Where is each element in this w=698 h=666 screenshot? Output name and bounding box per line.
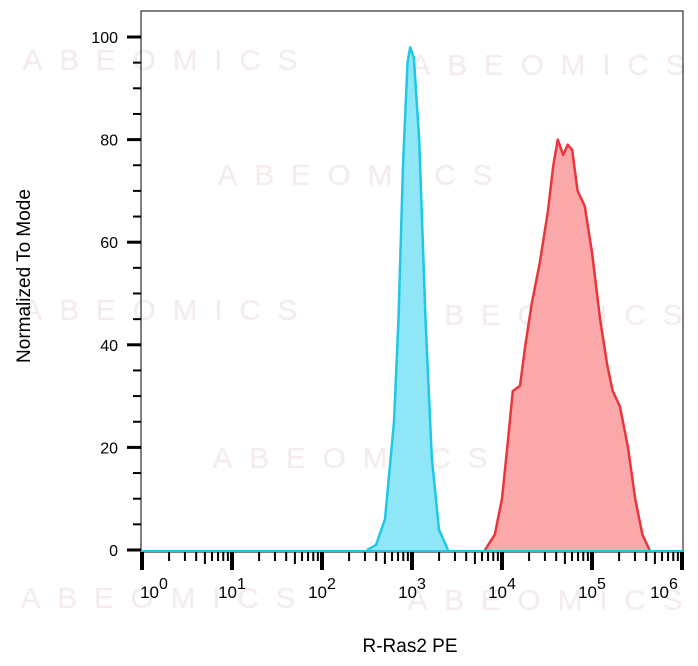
y-tick-label: 20 <box>100 440 118 457</box>
x-tick-label: 101 <box>218 576 246 602</box>
y-tick-label: 100 <box>91 30 118 47</box>
y-tick-label: 40 <box>100 338 118 355</box>
series-0-line <box>366 46 450 552</box>
y-tick-label: 60 <box>100 235 118 252</box>
series-0-fill <box>367 47 448 551</box>
x-tick-label: 105 <box>578 576 606 602</box>
x-tick-label: 106 <box>650 576 678 602</box>
y-tick-label: 80 <box>100 133 118 150</box>
x-tick-label: 104 <box>488 576 516 602</box>
y-tick-label: 0 <box>109 543 118 560</box>
series-1-line <box>483 138 651 551</box>
x-tick-label: 100 <box>140 576 168 602</box>
x-tick-label: 102 <box>308 576 336 602</box>
y-axis-label: Normalized To Mode <box>14 189 35 363</box>
series-1-fill <box>484 139 650 550</box>
x-axis-label: R-Ras2 PE <box>362 636 457 657</box>
x-tick-label: 103 <box>398 576 426 602</box>
